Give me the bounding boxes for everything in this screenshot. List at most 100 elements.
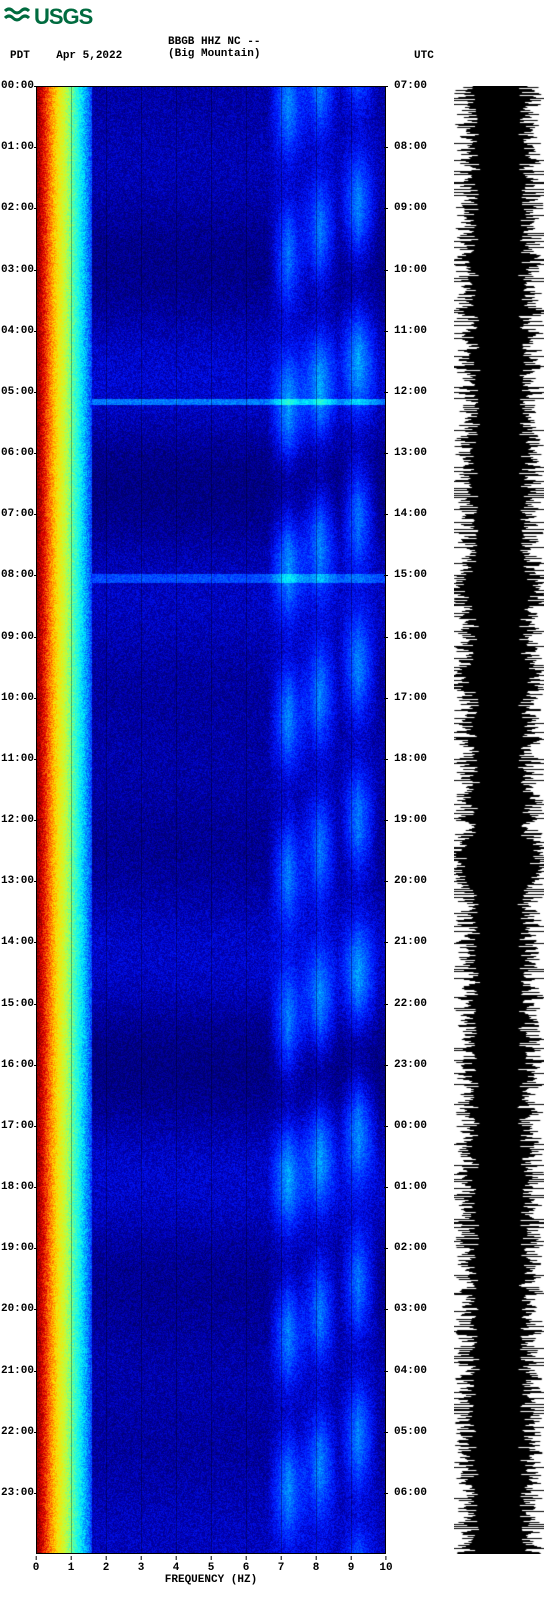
grid-line	[106, 86, 107, 1554]
tick-mark	[384, 881, 388, 882]
utc-tick: 16:00	[388, 631, 446, 643]
pdt-tick: 22:00	[0, 1426, 36, 1438]
tick-mark	[384, 147, 388, 148]
utc-tick: 14:00	[388, 508, 446, 520]
tick-mark	[384, 1004, 388, 1005]
grid-line	[316, 86, 317, 1554]
grid-line	[246, 86, 247, 1554]
tick-mark	[384, 698, 388, 699]
pdt-tick: 12:00	[0, 814, 36, 826]
pdt-tick: 07:00	[0, 508, 36, 520]
grid-line	[176, 86, 177, 1554]
tick-mark	[384, 208, 388, 209]
pdt-tick: 04:00	[0, 325, 36, 337]
tick-mark	[384, 1065, 388, 1066]
tick-mark	[384, 1371, 388, 1372]
pdt-tick: 14:00	[0, 936, 36, 948]
utc-tick: 09:00	[388, 202, 446, 214]
utc-tick: 11:00	[388, 325, 446, 337]
utc-tick: 05:00	[388, 1426, 446, 1438]
utc-tick: 18:00	[388, 753, 446, 765]
tick-mark	[384, 575, 388, 576]
freq-tick: 10	[379, 1556, 392, 1574]
tz-left-label: PDT	[10, 50, 30, 62]
freq-tick: 5	[208, 1556, 215, 1574]
pdt-tick: 05:00	[0, 386, 36, 398]
header-left: PDT Apr 5,2022	[10, 50, 122, 62]
freq-tick: 3	[138, 1556, 145, 1574]
pdt-tick: 06:00	[0, 447, 36, 459]
utc-tick: 13:00	[388, 447, 446, 459]
freq-tick: 0	[33, 1556, 40, 1574]
tick-mark	[384, 637, 388, 638]
x-axis-frequency: FREQUENCY (HZ) 012345678910	[36, 1556, 386, 1596]
page: USGS PDT Apr 5,2022 BBGB HHZ NC -- (Big …	[0, 0, 552, 1613]
pdt-tick: 10:00	[0, 692, 36, 704]
header-center: BBGB HHZ NC -- (Big Mountain)	[168, 36, 260, 60]
utc-tick: 17:00	[388, 692, 446, 704]
tick-mark	[384, 1248, 388, 1249]
tick-mark	[384, 514, 388, 515]
tick-mark	[384, 1309, 388, 1310]
utc-tick: 10:00	[388, 264, 446, 276]
tick-mark	[384, 942, 388, 943]
y-axis-pdt: 00:0001:0002:0003:0004:0005:0006:0007:00…	[0, 86, 34, 1554]
utc-tick: 03:00	[388, 1303, 446, 1315]
pdt-tick: 11:00	[0, 753, 36, 765]
usgs-logo-text: USGS	[34, 4, 92, 30]
pdt-tick: 20:00	[0, 1303, 36, 1315]
grid-line	[71, 86, 72, 1554]
station-code: BBGB HHZ NC --	[168, 36, 260, 48]
y-axis-utc: 07:0008:0009:0010:0011:0012:0013:0014:00…	[388, 86, 440, 1554]
station-name: (Big Mountain)	[168, 48, 260, 60]
pdt-tick: 02:00	[0, 202, 36, 214]
pdt-tick: 16:00	[0, 1059, 36, 1071]
utc-tick: 23:00	[388, 1059, 446, 1071]
utc-tick: 00:00	[388, 1120, 446, 1132]
tick-mark	[384, 86, 388, 87]
pdt-tick: 13:00	[0, 875, 36, 887]
utc-tick: 06:00	[388, 1487, 446, 1499]
utc-tick: 12:00	[388, 386, 446, 398]
freq-tick: 7	[278, 1556, 285, 1574]
pdt-tick: 15:00	[0, 998, 36, 1010]
tick-mark	[384, 392, 388, 393]
utc-tick: 01:00	[388, 1181, 446, 1193]
usgs-logo: USGS	[4, 4, 92, 30]
pdt-tick: 18:00	[0, 1181, 36, 1193]
tick-mark	[384, 820, 388, 821]
utc-tick: 22:00	[388, 998, 446, 1010]
x-axis-label: FREQUENCY (HZ)	[36, 1574, 386, 1586]
utc-tick: 07:00	[388, 80, 446, 92]
grid-line	[211, 86, 212, 1554]
pdt-tick: 01:00	[0, 141, 36, 153]
tick-mark	[384, 759, 388, 760]
tick-mark	[384, 1187, 388, 1188]
utc-tick: 04:00	[388, 1365, 446, 1377]
pdt-tick: 21:00	[0, 1365, 36, 1377]
tick-mark	[384, 331, 388, 332]
tick-mark	[384, 270, 388, 271]
pdt-tick: 19:00	[0, 1242, 36, 1254]
tz-right-label: UTC	[414, 50, 434, 62]
pdt-tick: 08:00	[0, 569, 36, 581]
pdt-tick: 03:00	[0, 264, 36, 276]
utc-tick: 08:00	[388, 141, 446, 153]
grid-line	[351, 86, 352, 1554]
utc-tick: 15:00	[388, 569, 446, 581]
tick-mark	[384, 1432, 388, 1433]
freq-tick: 6	[243, 1556, 250, 1574]
tick-mark	[384, 1126, 388, 1127]
waveform-canvas	[454, 86, 544, 1554]
grid-line	[281, 86, 282, 1554]
waveform-panel	[454, 86, 544, 1554]
freq-tick: 8	[313, 1556, 320, 1574]
utc-tick: 20:00	[388, 875, 446, 887]
freq-tick: 1	[68, 1556, 75, 1574]
utc-tick: 21:00	[388, 936, 446, 948]
tick-mark	[384, 453, 388, 454]
freq-tick: 2	[103, 1556, 110, 1574]
usgs-wave-icon	[4, 5, 30, 30]
pdt-tick: 00:00	[0, 80, 36, 92]
spectrogram-panel	[36, 86, 386, 1554]
